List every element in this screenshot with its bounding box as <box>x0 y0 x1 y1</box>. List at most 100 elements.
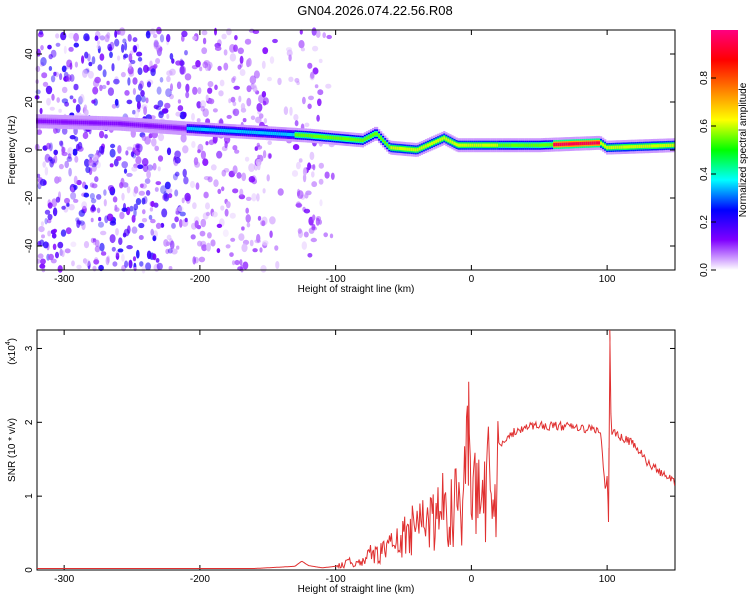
spectrogram-ridge-cell <box>612 145 615 149</box>
spectrogram-ridge-cell <box>565 142 568 146</box>
spectrogram-cell <box>220 205 225 211</box>
spectrogram-ridge-cell <box>512 143 515 147</box>
spectrogram-cell <box>180 133 187 143</box>
spectrogram-ridge-cell <box>268 131 271 135</box>
spectrogram-ridge-cell <box>365 136 369 140</box>
spectrogram-cell <box>136 51 143 57</box>
spectrogram-cell <box>269 230 273 238</box>
spectrogram-cell <box>232 188 239 194</box>
spectrogram-ridge-cell <box>225 129 228 133</box>
spectrogram-cell <box>233 85 240 90</box>
spectrogram-cell <box>267 140 273 145</box>
spectrogram-cell <box>67 153 72 160</box>
spectrogram-ridge-cell <box>343 137 346 141</box>
spectrogram-cell <box>139 261 144 267</box>
spectrogram-ridge-cell <box>534 143 538 147</box>
spectrogram-ridge-cell <box>504 143 507 147</box>
spectrogram-cell <box>120 71 126 78</box>
spectrogram-cell <box>76 264 82 270</box>
spectrogram-cell <box>143 64 149 73</box>
colorbar-bar <box>711 30 738 270</box>
snr-series-line <box>37 329 676 569</box>
spectrogram-ridge-cell <box>255 131 259 135</box>
spectrogram-cell <box>68 167 72 177</box>
spectrogram-cell <box>55 42 61 47</box>
spectrogram-cell <box>185 91 190 99</box>
spectrogram-cell <box>200 105 205 112</box>
spectrogram-cell <box>166 188 173 194</box>
spectrogram-cell <box>250 115 256 121</box>
spectrogram-cell <box>312 67 319 75</box>
spectrogram-ridge-cell <box>300 133 303 137</box>
spectrogram-cell <box>123 53 129 59</box>
spectrogram-cell <box>246 85 252 93</box>
spectrogram-ridge-cell <box>465 143 468 147</box>
spectrogram-cell <box>177 206 184 212</box>
spectrogram-cell <box>35 89 41 95</box>
spectrogram-cell <box>202 61 208 69</box>
spectrogram-cell <box>94 245 101 253</box>
spectrogram-cell <box>75 104 81 113</box>
spectrogram-cell <box>219 79 225 87</box>
spectrogram-cell <box>74 155 79 163</box>
spectrogram-ridge-cell <box>337 136 340 140</box>
spectrogram-cell <box>192 202 197 210</box>
spectrogram-cell <box>149 28 156 35</box>
spectrogram-ridge-cell <box>490 143 493 147</box>
spectrogram-cell <box>47 213 53 221</box>
spectrogram-cell <box>103 199 107 207</box>
spectrogram-cell <box>141 158 149 167</box>
spectrogram-cell <box>47 202 53 209</box>
figure-title: GN04.2026.074.22.56.R08 <box>297 3 452 18</box>
spectrogram-ridge-cell <box>408 147 411 151</box>
spectrogram-cell <box>213 179 219 188</box>
spectrogram-cell <box>107 255 110 264</box>
spectrogram-cell <box>99 130 105 139</box>
spectrogram-cell <box>74 136 79 142</box>
spectrogram-cell <box>185 83 190 93</box>
spectrogram-cell <box>122 38 127 44</box>
spectrogram-ridge-cell <box>553 143 556 147</box>
spectrogram-cell <box>277 77 282 86</box>
spectrogram-cell <box>246 222 251 228</box>
spectrogram-cell <box>163 239 169 247</box>
spectrogram-cell <box>312 45 319 52</box>
spectrogram-cell <box>73 198 79 203</box>
spectrogram-cell <box>133 45 138 53</box>
spectrogram-cell <box>312 214 316 221</box>
spectrogram-cell <box>266 174 270 182</box>
spectrogram-cell <box>174 189 179 197</box>
spectrogram-cell <box>79 93 85 103</box>
spectrogram-cell <box>301 241 307 250</box>
spectrogram-cell <box>96 207 101 214</box>
spectrogram-cell <box>119 182 124 189</box>
snr-y-tick-label: 3 <box>24 345 35 351</box>
spectrogram-cell <box>39 263 46 269</box>
spectrogram-ridge-cell <box>600 141 603 145</box>
spectrogram-y-tick-label: -20 <box>24 190 35 205</box>
spectrogram-cell <box>184 50 188 56</box>
spectrogram-ridge-cell <box>665 143 668 148</box>
spectrogram-ridge-cell <box>648 144 652 148</box>
spectrogram-cell <box>141 95 146 103</box>
snr-x-tick-label: -200 <box>190 574 210 585</box>
spectrogram-ridge-cell <box>317 134 320 138</box>
spectrogram-cell <box>92 79 100 88</box>
spectrogram-cell <box>106 213 114 222</box>
spectrogram-cell <box>38 30 44 35</box>
spectrogram-ridge-cell <box>184 126 187 130</box>
spectrogram-cell <box>325 83 332 89</box>
spectrogram-cell <box>72 148 78 156</box>
spectrogram-cell <box>169 240 175 250</box>
spectrogram-cell <box>204 62 210 72</box>
spectrogram-ridge-cell <box>91 121 94 125</box>
spectrogram-cell <box>309 151 315 161</box>
spectrogram-cell <box>259 247 263 253</box>
spectrogram-cell <box>252 29 260 34</box>
spectrogram-cell <box>103 189 107 196</box>
spectrogram-cell <box>207 81 214 88</box>
spectrogram-ridge-cell <box>66 120 69 124</box>
spectrogram-ridge-cell <box>190 127 193 131</box>
spectrogram-cell <box>153 39 159 48</box>
spectrogram-cell <box>83 192 90 198</box>
